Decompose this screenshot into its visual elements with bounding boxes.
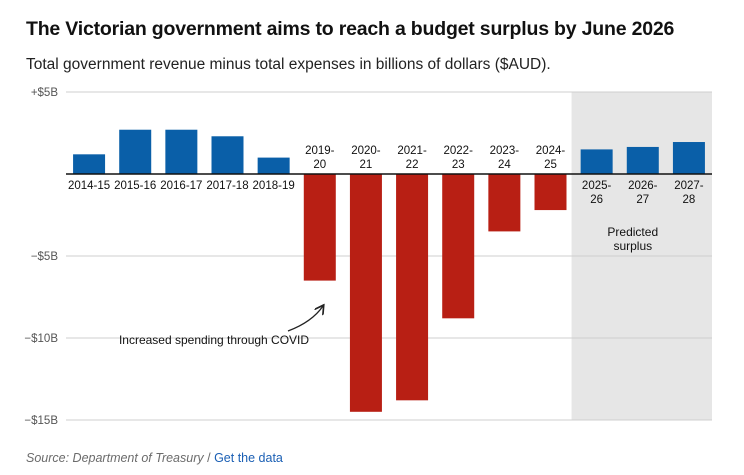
x-tick-label: 2021-22 bbox=[397, 145, 427, 171]
predicted-surplus-annotation: Predicted surplus bbox=[607, 225, 658, 253]
bar-2022-23 bbox=[442, 174, 475, 319]
covid-arrow bbox=[287, 306, 323, 332]
x-tick-label: 2025-26 bbox=[582, 180, 612, 206]
bar-2026-27 bbox=[626, 146, 659, 174]
bar-2019-20 bbox=[303, 174, 336, 281]
y-tick-label: −$15B bbox=[24, 415, 58, 427]
covid-annotation: Increased spending through COVID bbox=[119, 333, 309, 347]
bar-2014-15 bbox=[73, 154, 106, 174]
source-text: Source: Department of Treasury bbox=[26, 451, 204, 465]
source-separator: / bbox=[207, 451, 211, 465]
x-tick-label: 2017-18 bbox=[206, 180, 248, 192]
chart-title: The Victorian government aims to reach a… bbox=[26, 18, 675, 40]
bar-2024-25 bbox=[534, 174, 567, 211]
x-tick-label: 2016-17 bbox=[160, 180, 202, 192]
x-tick-label: 2027-28 bbox=[674, 180, 704, 206]
y-tick-label: −$5B bbox=[31, 251, 59, 263]
bar-2017-18 bbox=[211, 136, 244, 174]
bar-2016-17 bbox=[165, 129, 198, 174]
chart-subtitle: Total government revenue minus total exp… bbox=[26, 56, 551, 73]
bar-2020-21 bbox=[349, 174, 382, 412]
bar-2023-24 bbox=[488, 174, 521, 232]
x-tick-label: 2015-16 bbox=[114, 180, 156, 192]
x-tick-label: 2022-23 bbox=[444, 145, 474, 171]
x-tick-label: 2019-20 bbox=[305, 145, 335, 171]
get-the-data-link[interactable]: Get the data bbox=[214, 451, 283, 465]
bar-2015-16 bbox=[119, 129, 152, 174]
bar-2021-22 bbox=[396, 174, 429, 401]
y-tick-label: +$5B bbox=[31, 87, 59, 99]
x-tick-label: 2020-21 bbox=[351, 145, 381, 171]
x-tick-label: 2014-15 bbox=[68, 180, 110, 192]
source-note: Source: Department of Treasury / Get the… bbox=[26, 451, 283, 465]
x-tick-label: 2018-19 bbox=[253, 180, 295, 192]
bar-2018-19 bbox=[257, 157, 290, 174]
x-tick-label: 2026-27 bbox=[628, 180, 658, 206]
x-tick-label: 2024-25 bbox=[536, 145, 566, 171]
bar-2025-26 bbox=[580, 149, 613, 174]
x-tick-label: 2023-24 bbox=[490, 145, 520, 171]
y-tick-label: −$10B bbox=[24, 333, 58, 345]
bar-2027-28 bbox=[672, 142, 705, 174]
